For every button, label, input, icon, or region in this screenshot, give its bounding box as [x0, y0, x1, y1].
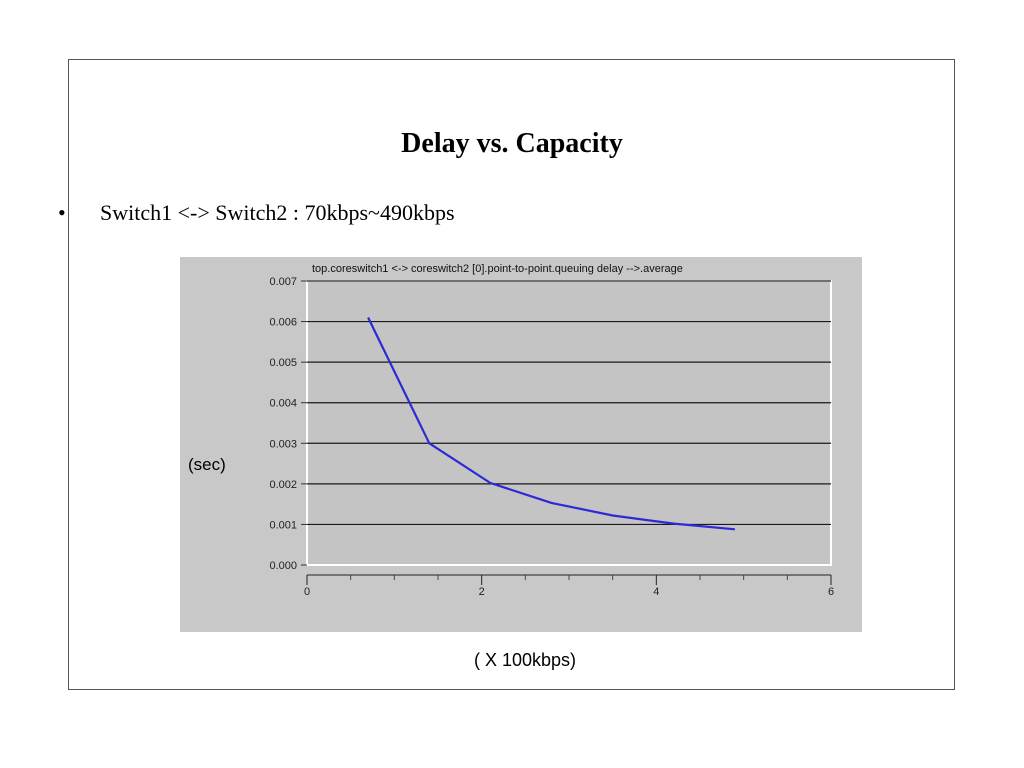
series-line [367, 317, 736, 531]
y-tick-label: 0.000 [269, 560, 297, 572]
slide-title: Delay vs. Capacity [401, 128, 623, 159]
chart-title: top.coreswitch1 <-> coreswitch2 [0].poin… [312, 263, 683, 275]
x-tick-label: 4 [653, 586, 659, 598]
y-tick-label: 0.006 [269, 317, 297, 329]
x-tick-label: 0 [304, 586, 310, 598]
plot-area [306, 280, 832, 566]
bullet-marker: • [58, 200, 66, 225]
x-unit-label: ( X 100kbps) [473, 650, 577, 670]
bullet-text: Switch1 <-> Switch2 : 70kbps~490kbps [100, 200, 455, 225]
x-tick-label: 6 [828, 586, 834, 598]
y-tick-label: 0.005 [269, 357, 297, 369]
y-tick-label: 0.004 [269, 398, 297, 410]
y-tick-label: 0.001 [269, 519, 297, 531]
delay-chart: top.coreswitch1 <-> coreswitch2 [0].poin… [180, 257, 862, 632]
y-tick-label: 0.007 [269, 276, 297, 288]
y-tick-label: 0.003 [269, 438, 297, 450]
x-tick-label: 2 [479, 586, 485, 598]
chart-panel: top.coreswitch1 <-> coreswitch2 [0].poin… [180, 257, 862, 632]
y-unit-label: (sec) [188, 455, 226, 474]
y-tick-label: 0.002 [269, 479, 297, 491]
